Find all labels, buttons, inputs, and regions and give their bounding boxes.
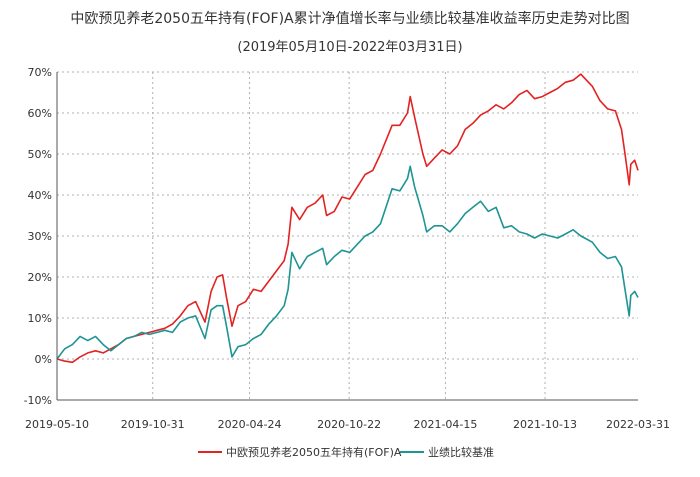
y-tick-label: 60% — [28, 107, 52, 120]
series-line-benchmark — [56, 165, 639, 360]
x-tick-label: 2020-04-24 — [218, 418, 282, 431]
legend-label-benchmark: 业绩比较基准 — [428, 445, 494, 459]
chart-subtitle: (2019年05月10日-2022年03月31日) — [237, 40, 462, 55]
y-tick-label: 40% — [28, 189, 52, 202]
y-tick-label: 70% — [28, 66, 52, 79]
y-axis-tick-labels: 70% 60% 50% 40% 30% 20% 10% 0% -10% — [24, 66, 52, 407]
x-axis-tick-labels: 2019-05-10 2019-10-31 2020-04-24 2020-10-22… — [25, 418, 670, 431]
y-tick-label: 0% — [35, 353, 52, 366]
series-line-fund — [56, 73, 639, 364]
x-tick-label: 2022-03-31 — [606, 418, 670, 431]
y-tick-label: 10% — [28, 312, 52, 325]
x-tick-label: 2021-10-13 — [513, 418, 577, 431]
legend-label-fund: 中欧预见养老2050五年持有(FOF)A — [226, 445, 402, 459]
x-tick-label: 2019-10-31 — [121, 418, 185, 431]
gridlines — [57, 71, 638, 400]
chart-title: 中欧预见养老2050五年持有(FOF)A累计净值增长率与业绩比较基准收益率历史走… — [70, 10, 629, 27]
x-tick-label: 2019-05-10 — [25, 418, 89, 431]
y-tick-label: 20% — [28, 271, 52, 284]
y-tick-label: 30% — [28, 230, 52, 243]
data-series — [56, 73, 639, 364]
x-tick-label: 2020-10-22 — [317, 418, 381, 431]
y-tick-label: 50% — [28, 148, 52, 161]
y-tick-label: -10% — [24, 394, 52, 407]
x-tick-label: 2021-04-15 — [413, 418, 477, 431]
legend: 中欧预见养老2050五年持有(FOF)A 业绩比较基准 — [198, 445, 494, 459]
